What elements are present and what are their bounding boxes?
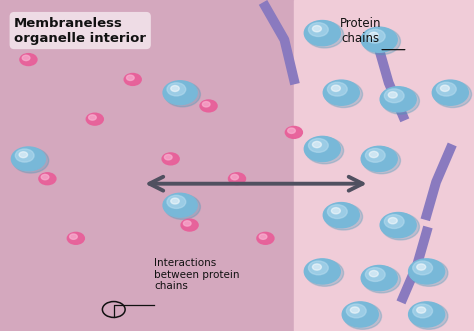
Circle shape (259, 234, 267, 239)
Circle shape (380, 87, 416, 112)
Circle shape (200, 100, 217, 112)
Circle shape (162, 153, 179, 165)
Circle shape (410, 303, 448, 329)
Circle shape (228, 173, 246, 185)
Circle shape (361, 265, 397, 291)
Circle shape (323, 203, 359, 228)
Circle shape (41, 174, 49, 180)
Circle shape (369, 32, 378, 38)
Circle shape (413, 261, 433, 275)
Circle shape (328, 82, 347, 96)
Circle shape (325, 204, 363, 230)
Circle shape (417, 264, 426, 270)
Circle shape (413, 304, 433, 318)
Circle shape (257, 232, 274, 244)
Circle shape (382, 88, 419, 114)
Circle shape (167, 83, 186, 96)
Circle shape (361, 146, 397, 171)
Circle shape (384, 89, 404, 103)
Circle shape (325, 81, 363, 108)
Circle shape (288, 128, 295, 133)
Circle shape (171, 198, 179, 204)
Circle shape (304, 21, 340, 46)
Circle shape (19, 152, 27, 158)
Circle shape (181, 219, 198, 231)
Circle shape (89, 115, 96, 120)
Circle shape (363, 28, 401, 55)
Circle shape (388, 92, 397, 98)
Circle shape (309, 138, 328, 152)
Circle shape (380, 213, 416, 238)
Circle shape (312, 264, 321, 270)
Circle shape (346, 304, 366, 318)
Circle shape (285, 126, 302, 138)
Circle shape (22, 55, 30, 61)
Circle shape (409, 302, 445, 327)
Circle shape (365, 267, 385, 281)
Circle shape (70, 234, 77, 239)
Circle shape (417, 307, 426, 313)
Circle shape (20, 54, 37, 66)
Circle shape (124, 73, 141, 85)
Circle shape (163, 193, 197, 217)
Circle shape (309, 261, 328, 275)
Circle shape (432, 80, 468, 105)
Circle shape (361, 27, 397, 52)
Circle shape (365, 29, 385, 43)
Circle shape (410, 260, 448, 286)
Circle shape (304, 259, 340, 284)
Circle shape (86, 113, 103, 125)
Circle shape (171, 85, 179, 91)
Circle shape (437, 82, 456, 96)
Circle shape (342, 302, 378, 327)
Circle shape (15, 149, 34, 162)
Circle shape (384, 214, 404, 228)
Circle shape (344, 303, 382, 329)
Circle shape (164, 82, 201, 107)
Circle shape (312, 141, 321, 148)
Bar (294, 0, 474, 331)
Text: Membraneless
organelle interior: Membraneless organelle interior (14, 17, 146, 45)
Circle shape (369, 270, 378, 277)
Circle shape (183, 221, 191, 226)
Circle shape (388, 217, 397, 224)
Circle shape (363, 147, 401, 174)
Circle shape (306, 22, 344, 48)
Circle shape (11, 147, 46, 171)
Bar (0, 0, 294, 331)
Circle shape (306, 260, 344, 286)
Circle shape (67, 232, 84, 244)
Circle shape (331, 208, 340, 214)
Circle shape (434, 81, 472, 108)
Circle shape (328, 205, 347, 218)
Circle shape (363, 266, 401, 293)
Circle shape (127, 75, 134, 80)
Circle shape (231, 174, 238, 180)
Circle shape (365, 148, 385, 162)
Circle shape (164, 155, 172, 160)
Text: Protein
chains: Protein chains (339, 17, 381, 45)
Circle shape (323, 80, 359, 105)
Circle shape (13, 148, 49, 173)
Text: Interactions
between protein
chains: Interactions between protein chains (154, 258, 239, 291)
Circle shape (304, 136, 340, 162)
Circle shape (350, 307, 359, 313)
Circle shape (440, 85, 449, 91)
Circle shape (164, 194, 201, 219)
Circle shape (202, 102, 210, 107)
Circle shape (409, 259, 445, 284)
Circle shape (312, 25, 321, 32)
Circle shape (331, 85, 340, 91)
Circle shape (369, 151, 378, 158)
Circle shape (306, 137, 344, 164)
Circle shape (309, 23, 328, 36)
Circle shape (167, 195, 186, 209)
Circle shape (39, 173, 56, 185)
Circle shape (163, 81, 197, 105)
Circle shape (382, 213, 419, 240)
